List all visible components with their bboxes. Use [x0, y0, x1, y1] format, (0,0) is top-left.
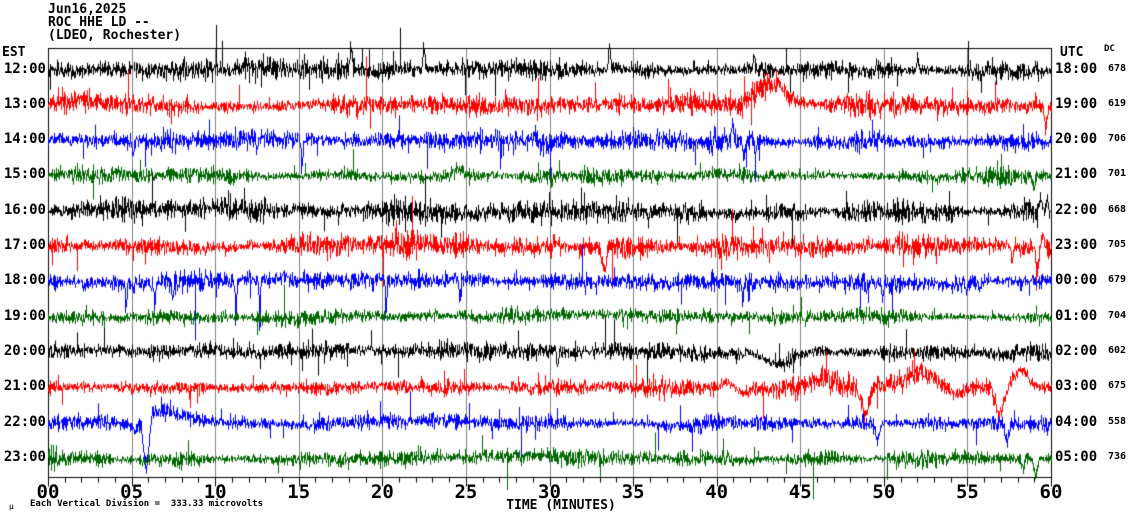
x-tick-label: 40 — [705, 481, 729, 503]
est-hour-label: 19:00 — [3, 307, 46, 324]
est-hour-label: 13:00 — [3, 95, 46, 112]
micro-sign-glyph: µ — [9, 502, 14, 511]
dc-value: 701 — [1107, 168, 1126, 180]
dc-value: 704 — [1107, 309, 1126, 321]
dc-value: 706 — [1107, 133, 1126, 145]
x-tick-label: 25 — [454, 481, 478, 503]
x-axis-title: TIME (MINUTES) — [506, 498, 616, 513]
utc-hour-label: 00:00 — [1055, 272, 1098, 289]
est-hour-label: 15:00 — [3, 166, 46, 183]
dc-value: 619 — [1107, 97, 1126, 109]
utc-hour-label: 20:00 — [1055, 131, 1098, 148]
dc-value: 602 — [1107, 344, 1126, 356]
est-hour-label: 22:00 — [3, 413, 46, 430]
x-tick-label: 05 — [120, 481, 144, 503]
x-tick-label: 30 — [538, 481, 561, 503]
right-axis-label-utc: UTC — [1060, 45, 1084, 60]
dc-value: 736 — [1107, 450, 1126, 462]
est-hour-label: 12:00 — [3, 60, 46, 77]
utc-hour-label: 04:00 — [1055, 413, 1098, 430]
title-station: ROC HHE LD -- — [48, 15, 150, 30]
title-date: Jun16,2025 — [48, 2, 127, 17]
x-tick-label: 00 — [36, 481, 60, 503]
x-tick-label: 20 — [370, 481, 394, 503]
vertical-scale-note: Each Vertical Division = 333.33 microvol… — [30, 499, 263, 509]
dc-value: 678 — [1107, 62, 1126, 74]
utc-hour-label: 19:00 — [1055, 95, 1098, 112]
x-tick-label: 55 — [955, 481, 979, 503]
utc-hour-label: 03:00 — [1055, 378, 1098, 395]
title-location: (LDEO, Rochester) — [48, 28, 182, 43]
x-tick-label: 15 — [287, 481, 311, 503]
utc-hour-label: 02:00 — [1055, 342, 1098, 359]
left-axis-label-est: EST — [2, 45, 26, 60]
utc-hour-label: 23:00 — [1055, 237, 1098, 253]
x-tick-label: 45 — [788, 481, 812, 503]
utc-hour-label: 21:00 — [1055, 166, 1098, 183]
utc-hour-label: 18:00 — [1055, 60, 1098, 77]
dc-column-label: DC — [1104, 44, 1115, 54]
x-tick-label: 35 — [621, 481, 645, 503]
est-hour-label: 18:00 — [3, 272, 46, 289]
dc-value: 558 — [1107, 415, 1126, 427]
x-tick-label: 60 — [1039, 481, 1063, 503]
est-hour-label: 21:00 — [3, 378, 46, 395]
est-hour-label: 16:00 — [3, 201, 46, 218]
utc-hour-label: 22:00 — [1055, 201, 1098, 218]
est-hour-label: 17:00 — [3, 237, 46, 253]
x-tick-label: 10 — [203, 481, 227, 503]
est-hour-label: 20:00 — [3, 342, 46, 359]
x-tick-label: 50 — [872, 481, 896, 503]
est-hour-label: 23:00 — [3, 448, 46, 465]
dc-value: 679 — [1107, 274, 1126, 286]
dc-value: 705 — [1107, 239, 1126, 250]
dc-value: 668 — [1107, 203, 1126, 215]
utc-hour-label: 01:00 — [1055, 307, 1098, 324]
est-hour-label: 14:00 — [3, 131, 46, 148]
utc-hour-label: 05:00 — [1055, 448, 1098, 465]
dc-value: 675 — [1107, 380, 1126, 392]
